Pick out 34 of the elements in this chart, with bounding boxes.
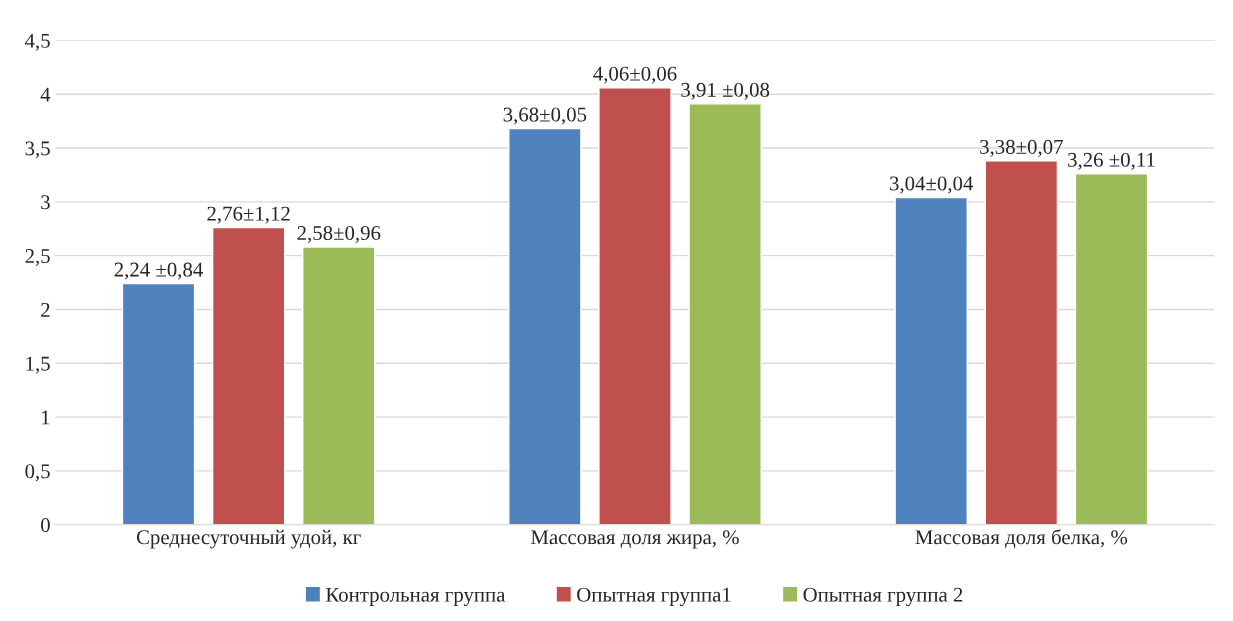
legend-label: Опытная группа 2	[803, 587, 963, 607]
data-label: 2,76±1,12	[207, 206, 290, 224]
legend-label: Опытная группа1	[577, 587, 731, 607]
data-label: 2,58±0,96	[297, 225, 381, 244]
y-tick-label: 2,5	[25, 249, 50, 267]
y-tick-label: 1	[42, 410, 50, 425]
data-label: 3,26 ±0,11	[1068, 152, 1155, 170]
data-label: 4,06±0,06	[593, 66, 677, 84]
data-label: 2,24 ±0,84	[114, 262, 203, 280]
y-tick-label: 4,5	[24, 33, 50, 51]
bar	[984, 160, 1059, 525]
y-tick-label: 0,5	[25, 464, 50, 482]
y-tick-label: 3,5	[25, 141, 50, 159]
bar	[211, 226, 286, 525]
data-label: 3,04±0,04	[890, 176, 974, 194]
x-tick-label: Среднесуточный удой, кг	[136, 529, 361, 549]
bar	[302, 246, 376, 525]
y-tick-label: 3	[41, 195, 50, 210]
data-label: 3,38±0,07	[980, 139, 1063, 157]
x-tick-label: Массовая доля белка, %	[915, 529, 1128, 549]
data-label: 3,91 ±0,08	[681, 82, 770, 100]
y-tick-label: 1,5	[26, 356, 50, 374]
bar	[1074, 173, 1149, 525]
bar	[894, 196, 968, 525]
x-tick-label: Массовая доля жира, %	[531, 530, 739, 549]
bar	[508, 127, 582, 525]
data-label: 3,68±0,05	[503, 107, 587, 125]
y-tick-label: 4	[40, 87, 51, 102]
legend-label: Контрольная группа	[325, 587, 506, 607]
y-tick-label: 2	[41, 302, 50, 317]
bar	[121, 282, 196, 525]
y-tick-label: 0	[41, 518, 50, 533]
bar	[688, 103, 762, 525]
bar	[598, 87, 672, 525]
